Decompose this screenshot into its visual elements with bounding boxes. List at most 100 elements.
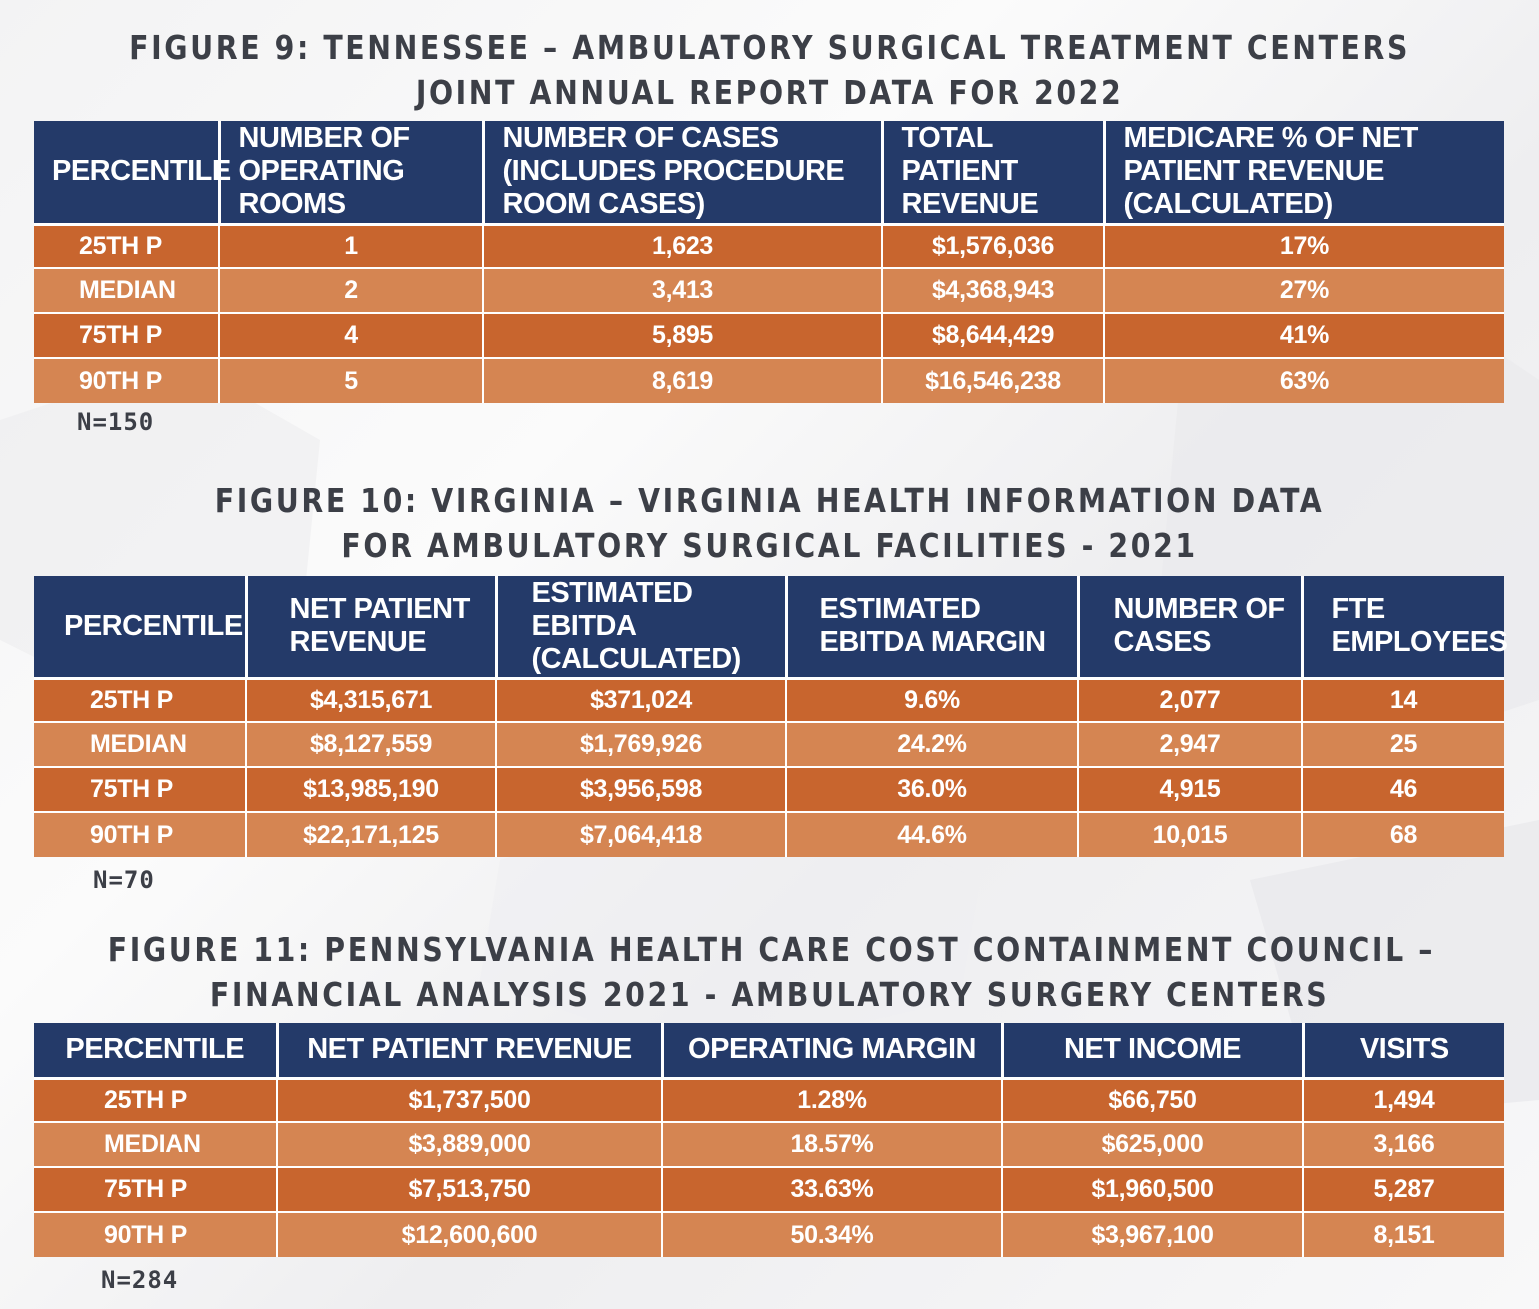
figure-9-table: PERCENTILE NUMBER OF OPERATING ROOMS NUM…: [34, 121, 1504, 403]
column-header: NUMBER OF CASES (INCLUDES PROCEDURE ROOM…: [481, 121, 882, 226]
table-cell: 4: [218, 312, 483, 358]
table-cell: 25: [1301, 721, 1504, 767]
column-header: TOTAL PATIENT REVENUE: [880, 121, 1104, 226]
table-cell: $8,127,559: [245, 721, 496, 767]
table-cell: $4,315,671: [245, 677, 496, 722]
table-cell: $1,960,500: [1001, 1166, 1303, 1212]
table-cell: 10,015: [1077, 811, 1302, 857]
table-cell: 36.0%: [785, 766, 1078, 812]
table-cell: 5: [218, 357, 483, 403]
column-header: NET PATIENT REVENUE: [244, 576, 496, 680]
table-cell: 25TH P: [34, 223, 219, 268]
table-cell: MEDIAN: [34, 267, 219, 313]
table-row: MEDIAN $3,889,000 18.57% $625,000 3,166: [34, 1121, 1504, 1167]
column-header: NET INCOME: [1000, 1023, 1303, 1080]
table-cell: $371,024: [495, 677, 786, 722]
column-header: NUMBER OF OPERATING ROOMS: [217, 121, 483, 226]
table-cell: $8,644,429: [881, 312, 1104, 358]
column-header: PERCENTILE: [34, 121, 231, 226]
table-cell: 1,494: [1302, 1077, 1504, 1122]
table-cell: 2,947: [1077, 721, 1302, 767]
table-header-row: PERCENTILE NUMBER OF OPERATING ROOMS NUM…: [34, 121, 1504, 226]
figure-11-title-line2: FINANCIAL ANALYSIS 2021 - AMBULATORY SUR…: [209, 975, 1330, 1014]
table-row: 25TH P $4,315,671 $371,024 9.6% 2,077 14: [34, 677, 1504, 722]
table-row: MEDIAN 2 3,413 $4,368,943 27%: [34, 267, 1504, 313]
figure-11-sample-size: N=284: [101, 1266, 179, 1294]
table-cell: $1,576,036: [881, 223, 1104, 268]
table-cell: $625,000: [1001, 1121, 1303, 1167]
figure-9-title: FIGURE 9: TENNESSEE – AMBULATORY SURGICA…: [108, 25, 1432, 115]
column-header: NET PATIENT REVENUE: [275, 1023, 662, 1080]
column-header: VISITS: [1301, 1023, 1504, 1080]
table-cell: $16,546,238: [881, 357, 1104, 403]
column-header: PERCENTILE: [34, 1023, 277, 1080]
table-cell: 2: [218, 267, 483, 313]
table-cell: 14: [1301, 677, 1504, 722]
table-cell: 90TH P: [34, 357, 219, 403]
table-cell: $3,956,598: [495, 766, 786, 812]
table-header-row: PERCENTILE NET PATIENT REVENUE ESTIMATED…: [34, 576, 1508, 680]
column-header: OPERATING MARGIN: [660, 1023, 1002, 1080]
figure-11-table: PERCENTILE NET PATIENT REVENUE OPERATING…: [34, 1023, 1504, 1257]
table-row: 90TH P $12,600,600 50.34% $3,967,100 8,1…: [34, 1211, 1504, 1257]
table-cell: $1,737,500: [276, 1077, 662, 1122]
table-cell: $3,889,000: [276, 1121, 662, 1167]
table-cell: 5,895: [482, 312, 882, 358]
table-row: 75TH P $7,513,750 33.63% $1,960,500 5,28…: [34, 1166, 1504, 1212]
table-cell: $22,171,125: [245, 811, 496, 857]
table-cell: 41%: [1103, 312, 1504, 358]
table-cell: 25TH P: [34, 677, 246, 722]
table-cell: 75TH P: [34, 312, 219, 358]
table-cell: $7,064,418: [495, 811, 786, 857]
figure-9-title-line2: JOINT ANNUAL REPORT DATA FOR 2022: [415, 73, 1124, 112]
table-cell: 68: [1301, 811, 1504, 857]
table-header-row: PERCENTILE NET PATIENT REVENUE OPERATING…: [34, 1023, 1504, 1080]
table-cell: $13,985,190: [245, 766, 496, 812]
table-cell: 33.63%: [661, 1166, 1002, 1212]
table-cell: 75TH P: [34, 1166, 277, 1212]
figure-9-title-line1: FIGURE 9: TENNESSEE – AMBULATORY SURGICA…: [129, 28, 1410, 67]
table-cell: 24.2%: [785, 721, 1078, 767]
table-cell: $4,368,943: [881, 267, 1104, 313]
table-row: MEDIAN $8,127,559 $1,769,926 24.2% 2,947…: [34, 721, 1504, 767]
figure-11-title: FIGURE 11: PENNSYLVANIA HEALTH CARE COST…: [107, 927, 1435, 1017]
table-cell: 1.28%: [661, 1077, 1002, 1122]
table-cell: 1: [218, 223, 483, 268]
table-row: 25TH P $1,737,500 1.28% $66,750 1,494: [34, 1077, 1504, 1122]
table-cell: 4,915: [1077, 766, 1302, 812]
table-cell: 27%: [1103, 267, 1504, 313]
table-cell: 2,077: [1077, 677, 1302, 722]
table-cell: 75TH P: [34, 766, 246, 812]
figure-9-sample-size: N=150: [77, 408, 155, 436]
table-cell: 3,166: [1302, 1121, 1504, 1167]
table-row: 75TH P $13,985,190 $3,956,598 36.0% 4,91…: [34, 766, 1504, 812]
column-header: PERCENTILE: [34, 576, 246, 680]
table-cell: $1,769,926: [495, 721, 786, 767]
figure-10-table: PERCENTILE NET PATIENT REVENUE ESTIMATED…: [34, 576, 1508, 857]
table-cell: 44.6%: [785, 811, 1078, 857]
table-cell: 17%: [1103, 223, 1504, 268]
column-header: FTE EMPLOYEES: [1300, 576, 1508, 680]
table-cell: $7,513,750: [276, 1166, 662, 1212]
column-header: ESTIMATED EBITDA MARGIN: [784, 576, 1078, 680]
figure-10-sample-size: N=70: [93, 866, 155, 894]
table-cell: 8,151: [1302, 1211, 1504, 1257]
figure-11-title-line1: FIGURE 11: PENNSYLVANIA HEALTH CARE COST…: [107, 930, 1435, 969]
table-cell: 50.34%: [661, 1211, 1002, 1257]
table-cell: $12,600,600: [276, 1211, 662, 1257]
table-row: 90TH P 5 8,619 $16,546,238 63%: [34, 357, 1504, 403]
table-cell: $66,750: [1001, 1077, 1303, 1122]
table-cell: $3,967,100: [1001, 1211, 1303, 1257]
table-cell: 63%: [1103, 357, 1504, 403]
figure-10-title: FIGURE 10: VIRGINIA – VIRGINIA HEALTH IN…: [108, 478, 1432, 568]
column-header: MEDICARE % OF NET PATIENT REVENUE (CALCU…: [1102, 121, 1504, 226]
table-cell: 90TH P: [34, 811, 246, 857]
table-cell: MEDIAN: [34, 1121, 277, 1167]
figure-10-title-line1: FIGURE 10: VIRGINIA – VIRGINIA HEALTH IN…: [214, 481, 1325, 520]
table-cell: 90TH P: [34, 1211, 277, 1257]
column-header: NUMBER OF CASES: [1076, 576, 1302, 680]
table-row: 75TH P 4 5,895 $8,644,429 41%: [34, 312, 1504, 358]
table-cell: 5,287: [1302, 1166, 1504, 1212]
table-row: 25TH P 1 1,623 $1,576,036 17%: [34, 223, 1504, 268]
table-cell: 18.57%: [661, 1121, 1002, 1167]
